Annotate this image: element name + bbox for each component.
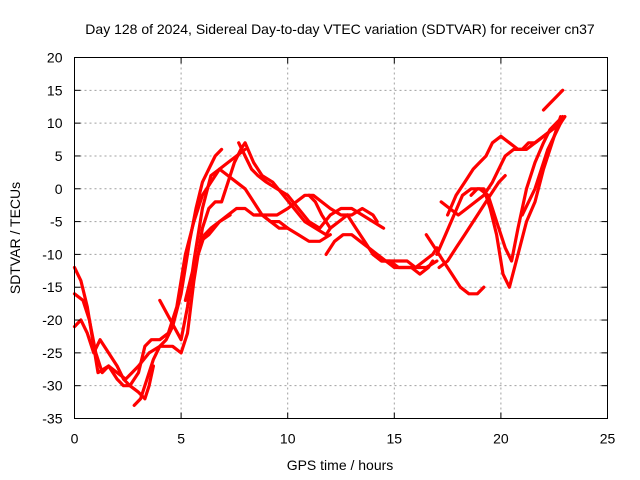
- x-axis-label: GPS time / hours: [287, 457, 394, 473]
- y-tick-label: 5: [55, 148, 63, 164]
- series-line-track-16: [469, 115, 563, 289]
- series-line-track-13: [435, 115, 565, 263]
- series-line-track-20: [541, 88, 565, 112]
- y-tick-label: -5: [50, 214, 63, 230]
- y-tick-label: 10: [47, 115, 63, 131]
- y-tick-label: 0: [55, 181, 63, 197]
- x-tick-label: 10: [280, 431, 296, 447]
- series-line-track-4: [132, 141, 332, 407]
- y-tick-label: -35: [42, 411, 62, 427]
- y-tick-label: 20: [47, 50, 63, 66]
- series-line-track-12: [371, 252, 439, 270]
- series-line-track-6: [183, 206, 290, 302]
- y-tick-label: -25: [42, 345, 62, 361]
- tick-layer: 0 5 10 15 20 25 20 15 10 5 0 -5 -10 -15 -20 -25 -30 -35: [42, 50, 615, 447]
- series-line-track-17: [424, 233, 486, 296]
- series-line-track-7: [198, 213, 232, 243]
- x-tick-label: 5: [177, 431, 185, 447]
- x-tick-label: 20: [493, 431, 509, 447]
- x-tick-label: 25: [600, 431, 616, 447]
- y-axis-label: SDTVAR / TECUs: [7, 182, 23, 294]
- series-layer: [72, 88, 567, 407]
- series-line-track-11: [324, 233, 435, 276]
- series-line-track-9: [254, 193, 379, 224]
- y-tick-label: -10: [42, 246, 62, 262]
- y-tick-label: -20: [42, 312, 62, 328]
- plot-frame: [74, 57, 608, 419]
- series-line-track-19: [520, 115, 567, 217]
- y-tick-label: 15: [47, 82, 63, 98]
- x-tick-label: 0: [71, 431, 79, 447]
- series-line-track-2: [72, 147, 247, 388]
- series-line-track-5: [158, 167, 332, 342]
- y-tick-label: -15: [42, 279, 62, 295]
- chart-title: Day 128 of 2024, Sidereal Day-to-day VTE…: [85, 21, 595, 37]
- series-line-track-15: [439, 121, 563, 217]
- series-line-track-18: [437, 174, 507, 270]
- x-tick-label: 15: [387, 431, 403, 447]
- series-line-track-3: [72, 318, 155, 401]
- y-tick-label: -30: [42, 378, 62, 394]
